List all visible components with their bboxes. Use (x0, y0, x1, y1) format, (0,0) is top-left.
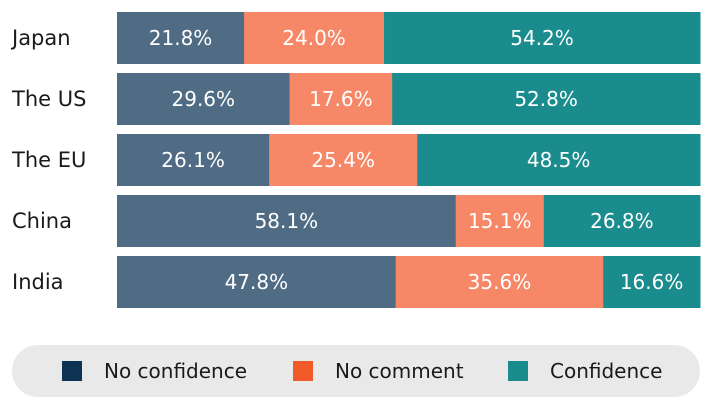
bar-the-eu-confidence (417, 134, 701, 186)
data-label-japan-confidence: 54.2% (510, 26, 574, 50)
bar-the-us-no-comment (289, 73, 393, 125)
category-label-china: China (12, 209, 72, 233)
category-label-india: India (12, 270, 64, 294)
data-label-the-us-no-confidence: 29.6% (172, 87, 236, 111)
legend-label-no-comment: No comment (335, 359, 464, 383)
bar-china-no-comment (455, 195, 545, 247)
stacked-bar-chart: Japan 21.8% 24.0% 54.2% The US 29.6% 17.6% 52.8… (10, 12, 701, 308)
legend-swatch-no-comment (293, 361, 313, 381)
bar-japan-confidence (384, 12, 701, 64)
data-label-china-confidence: 26.8% (590, 209, 654, 233)
category-label-the-eu: The EU (11, 148, 86, 172)
chart-legend: No confidence No comment Confidence (12, 345, 700, 397)
category-label-the-us: The US (11, 87, 86, 111)
legend-item-no-confidence: No confidence (62, 345, 247, 397)
legend-label-confidence: Confidence (550, 359, 663, 383)
data-label-india-no-confidence: 47.8% (225, 270, 289, 294)
data-label-the-us-confidence: 52.8% (514, 87, 578, 111)
data-label-india-confidence: 16.6% (620, 270, 684, 294)
category-label-japan: Japan (10, 26, 71, 50)
bar-the-eu-no-confidence (117, 134, 270, 186)
legend-item-confidence: Confidence (508, 345, 662, 397)
legend-item-no-comment: No comment (293, 345, 464, 397)
data-label-the-eu-no-confidence: 26.1% (161, 148, 225, 172)
data-label-india-no-comment: 35.6% (468, 270, 532, 294)
bar-the-eu-no-comment (269, 134, 418, 186)
bar-the-us-confidence (392, 73, 701, 125)
data-label-japan-no-comment: 24.0% (282, 26, 346, 50)
bar-india-confidence (603, 256, 701, 308)
legend-label-no-confidence: No confidence (104, 359, 248, 383)
data-label-the-eu-no-comment: 25.4% (311, 148, 375, 172)
bar-china-no-confidence (117, 195, 457, 247)
data-label-the-eu-confidence: 48.5% (527, 148, 591, 172)
bar-india-no-confidence (117, 256, 397, 308)
bar-japan-no-confidence (117, 12, 245, 64)
legend-swatch-no-confidence (62, 361, 82, 381)
data-label-japan-no-confidence: 21.8% (149, 26, 213, 50)
bar-china-confidence (543, 195, 701, 247)
data-label-the-us-no-comment: 17.6% (309, 87, 373, 111)
bar-japan-no-comment (244, 12, 385, 64)
legend-swatch-confidence (508, 361, 528, 381)
data-label-china-no-confidence: 58.1% (255, 209, 319, 233)
bar-the-us-no-confidence (117, 73, 291, 125)
data-label-china-no-comment: 15.1% (468, 209, 532, 233)
bar-india-no-comment (395, 256, 604, 308)
